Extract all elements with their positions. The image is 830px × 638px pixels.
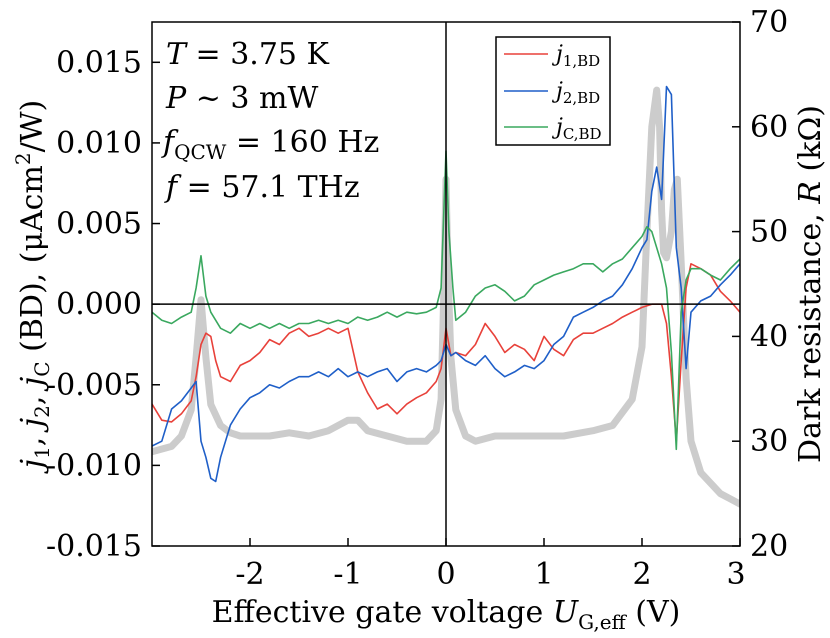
x-tick-label: 0 <box>436 557 455 592</box>
y-right-tick-label: 30 <box>750 424 788 459</box>
y-left-tick-label: 0.015 <box>56 45 142 80</box>
y-left-tick-label: -0.010 <box>46 448 142 483</box>
x-tick-label: 1 <box>534 557 553 592</box>
y-axis-right-label: Dark resistance, R (kΩ) <box>793 105 828 463</box>
x-tick-label: 2 <box>632 557 651 592</box>
annotation-frequency: f = 57.1 THz <box>164 170 360 205</box>
series-line-dark-resistance <box>152 86 740 508</box>
y-axis-left-label: j1, j2, jC (BD), (μAcm2/W) <box>11 100 54 475</box>
y-left-tick-label: 0.010 <box>56 126 142 161</box>
y-left-tick-label: 0.005 <box>56 207 142 242</box>
x-tick-label: 3 <box>726 557 745 592</box>
y-right-tick-label: 20 <box>750 529 788 564</box>
annotation-power: P ~ 3 mW <box>165 81 318 116</box>
y-right-tick-label: 50 <box>750 215 788 250</box>
y-axis-left: 0.015 0.010 0.005 0.000 -0.005 -0.010 -0.015 <box>46 45 160 564</box>
y-right-tick-label: 70 <box>750 5 788 40</box>
y-left-tick-label: 0.000 <box>56 287 142 322</box>
x-tick-label: -1 <box>333 557 362 592</box>
series-line-j2-bd <box>152 85 740 483</box>
legend: j1,BD j2,BD jC,BD <box>495 36 611 146</box>
series-line-jc-bd <box>152 150 740 451</box>
x-axis: -2 -1 0 1 2 3 <box>235 538 746 592</box>
y-right-tick-label: 40 <box>750 319 788 354</box>
y-axis-right: 70 60 50 40 30 20 <box>732 5 788 564</box>
reference-lines <box>152 22 740 546</box>
x-tick-label: -2 <box>235 557 264 592</box>
y-right-tick-label: 60 <box>750 110 788 145</box>
y-left-tick-label: -0.005 <box>46 368 142 403</box>
x-axis-label: Effective gate voltage UG,eff (V) <box>212 595 681 634</box>
annotation-temperature: T = 3.75 K <box>166 37 330 72</box>
y-left-tick-label: -0.015 <box>46 529 142 564</box>
